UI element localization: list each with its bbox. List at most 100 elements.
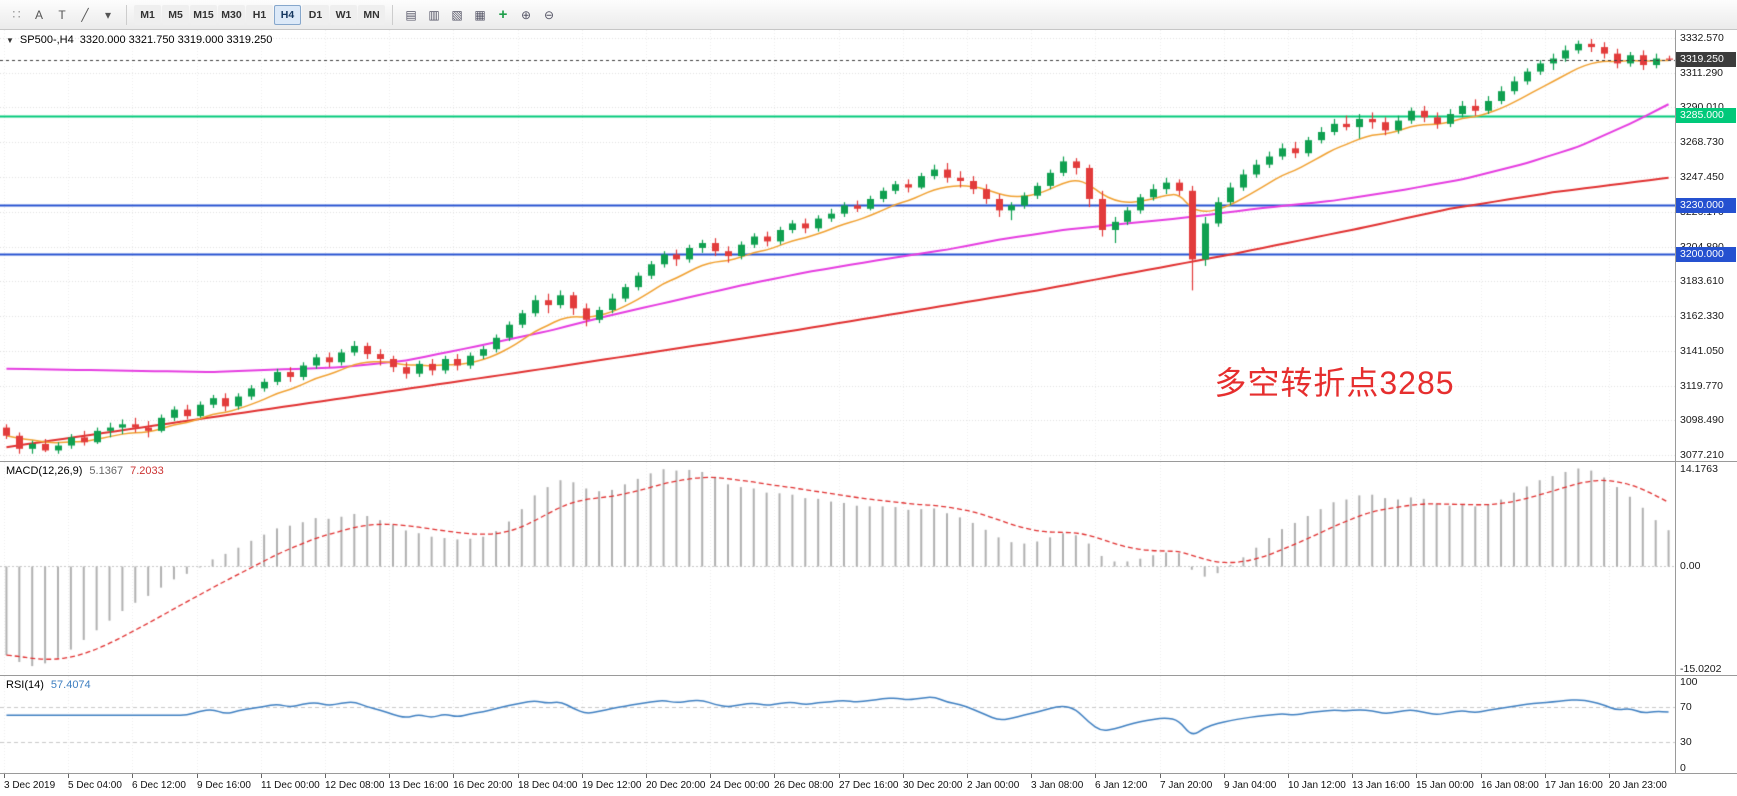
macd-plot[interactable]: MACD(12,26,9) 5.1367 7.2033	[0, 462, 1675, 675]
add-indicator[interactable]: +	[492, 4, 514, 26]
symbol-title: SP500-,H4	[19, 34, 74, 46]
macd-name: MACD(12,26,9)	[6, 465, 83, 477]
chart-annotation: 多空转折点3285	[1214, 364, 1455, 401]
toolbar-separator	[392, 4, 393, 25]
symbol-ohlc: 3320.000 3321.750 3319.000 3319.250	[79, 34, 273, 46]
time-label: 30 Dec 20:00	[903, 780, 963, 791]
axis-price-label: 14.1763	[1680, 463, 1718, 475]
axis-price-label: 100	[1680, 676, 1698, 688]
macd-main-value: 5.1367	[89, 465, 124, 477]
axis-price-label: 0.00	[1680, 560, 1701, 572]
time-label: 20 Dec 20:00	[646, 780, 706, 791]
rsi-label: RSI(14) 57.4074	[6, 679, 91, 691]
timeframe-mn[interactable]: MN	[358, 4, 385, 25]
time-label: 27 Dec 16:00	[839, 780, 899, 791]
symbol-dropdown-icon[interactable]: ▼	[6, 35, 14, 45]
time-label: 24 Dec 00:00	[710, 780, 770, 791]
tile-windows-horizontal[interactable]: ▤	[400, 4, 422, 26]
timeframe-d1[interactable]: D1	[302, 4, 329, 25]
price-tag: 3200.000	[1676, 247, 1736, 262]
time-tick	[1609, 774, 1610, 778]
timeframe-h4[interactable]: H4	[274, 4, 301, 25]
tools-dropdown[interactable]: ▾	[97, 4, 119, 26]
time-label: 9 Dec 16:00	[197, 780, 251, 791]
rsi-value: 57.4074	[50, 679, 91, 691]
time-tick	[4, 774, 5, 778]
time-tick	[1031, 774, 1032, 778]
tile-windows-vertical[interactable]: ▥	[423, 4, 445, 26]
timeframe-w1[interactable]: W1	[330, 4, 357, 25]
price-tag: 3285.000	[1676, 108, 1736, 123]
timeframe-m1[interactable]: M1	[134, 4, 161, 25]
time-label: 13 Jan 16:00	[1352, 780, 1410, 791]
new-chart[interactable]: ▦	[469, 4, 491, 26]
macd-panel: MACD(12,26,9) 5.1367 7.2033 14.1763 0.00 -…	[0, 462, 1737, 676]
main-chart-canvas[interactable]	[0, 30, 1675, 461]
macd-canvas[interactable]	[0, 462, 1675, 675]
time-label: 26 Dec 08:00	[774, 780, 834, 791]
axis-price-label: 3162.330	[1680, 310, 1724, 322]
time-tick	[68, 774, 69, 778]
timeframe-m15[interactable]: M15	[190, 4, 217, 25]
time-tick	[389, 774, 390, 778]
axis-price-label: 3247.450	[1680, 171, 1724, 183]
main-price-axis[interactable]: 3332.570 3311.290 3290.010 3268.730 3247.450…	[1675, 30, 1737, 461]
time-label: 16 Jan 08:00	[1481, 780, 1539, 791]
toolbar-tools-group: ∷ A T ╱ ▾	[5, 4, 119, 26]
time-tick	[1095, 774, 1096, 778]
time-label: 17 Jan 16:00	[1545, 780, 1603, 791]
axis-price-label: 30	[1680, 736, 1692, 748]
toolbar-separator	[126, 4, 127, 25]
main-plot[interactable]: ▼ SP500-,H4 3320.000 3321.750 3319.000 3…	[0, 30, 1675, 461]
time-label: 2 Jan 00:00	[967, 780, 1020, 791]
time-tick	[1545, 774, 1546, 778]
time-label: 11 Dec 00:00	[261, 780, 320, 791]
time-label: 20 Jan 23:00	[1609, 780, 1667, 791]
macd-axis[interactable]: 14.1763 0.00 -15.0202	[1675, 462, 1737, 675]
rsi-canvas[interactable]	[0, 676, 1675, 773]
time-tick	[582, 774, 583, 778]
rsi-axis[interactable]: 100 70 30 0	[1675, 676, 1737, 774]
timeframe-m30[interactable]: M30	[218, 4, 245, 25]
axis-price-label: 3141.050	[1680, 345, 1724, 357]
axis-price-label: 3268.730	[1680, 136, 1724, 148]
time-tick	[1416, 774, 1417, 778]
time-label: 12 Dec 08:00	[325, 780, 385, 791]
timeframe-group: M1 M5 M15 M30 H1 H4 D1 W1 MN	[134, 4, 385, 25]
time-label: 13 Dec 16:00	[389, 780, 449, 791]
time-axis[interactable]: 3 Dec 2019 5 Dec 04:00 6 Dec 12:00 9 Dec 16…	[0, 774, 1737, 796]
time-tick	[197, 774, 198, 778]
time-label: 6 Dec 12:00	[132, 780, 186, 791]
zoom-out[interactable]: ⊖	[538, 4, 560, 26]
text-tool[interactable]: T	[51, 4, 73, 26]
timeframe-h1[interactable]: H1	[246, 4, 273, 25]
time-tick	[1288, 774, 1289, 778]
time-label: 5 Dec 04:00	[68, 780, 122, 791]
trendline-tool[interactable]: ╱	[74, 4, 96, 26]
axis-price-label: 3077.210	[1680, 449, 1724, 461]
axis-price-label: 3098.490	[1680, 414, 1724, 426]
rsi-panel: RSI(14) 57.4074 100 70 30 0	[0, 676, 1737, 774]
rsi-name: RSI(14)	[6, 679, 44, 691]
time-tick	[839, 774, 840, 778]
zoom-in[interactable]: ⊕	[515, 4, 537, 26]
time-label: 15 Jan 00:00	[1416, 780, 1474, 791]
axis-price-label: 3332.570	[1680, 32, 1724, 44]
toolbar: ∷ A T ╱ ▾ M1 M5 M15 M30 H1 H4 D1 W1 MN ▤ ▥ ▧ ▦ + ⊕ ⊖	[0, 0, 1737, 30]
time-tick	[261, 774, 262, 778]
price-tag: 3230.000	[1676, 198, 1736, 213]
cursor-tool[interactable]: A	[28, 4, 50, 26]
rsi-plot[interactable]: RSI(14) 57.4074	[0, 676, 1675, 773]
timeframe-m5[interactable]: M5	[162, 4, 189, 25]
time-tick	[967, 774, 968, 778]
time-label: 18 Dec 04:00	[518, 780, 578, 791]
macd-signal-value: 7.2033	[130, 465, 164, 477]
time-label: 19 Dec 12:00	[582, 780, 642, 791]
time-tick	[453, 774, 454, 778]
axis-price-label: 3311.290	[1680, 67, 1724, 79]
chart-area: ▼ SP500-,H4 3320.000 3321.750 3319.000 3…	[0, 30, 1737, 796]
axis-price-label: -15.0202	[1680, 663, 1722, 675]
cascade-windows[interactable]: ▧	[446, 4, 468, 26]
toolbar-grip[interactable]: ∷	[5, 4, 27, 26]
